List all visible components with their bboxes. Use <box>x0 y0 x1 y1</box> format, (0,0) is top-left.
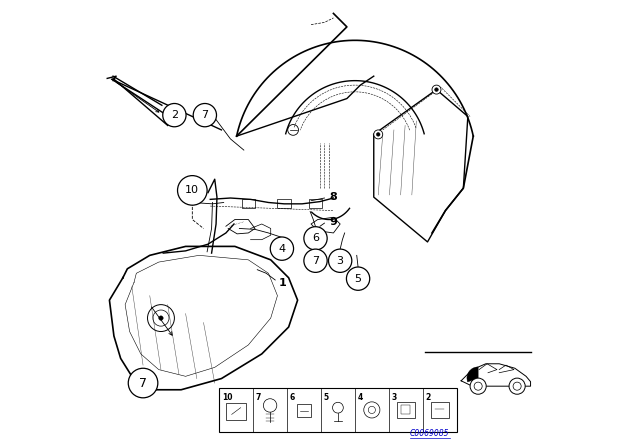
Text: 6: 6 <box>312 233 319 243</box>
Circle shape <box>376 133 380 136</box>
Text: 5: 5 <box>324 393 329 402</box>
Bar <box>278 199 291 208</box>
Bar <box>309 199 323 208</box>
Text: 7: 7 <box>139 376 147 390</box>
Text: 3: 3 <box>392 393 397 402</box>
Circle shape <box>328 249 352 272</box>
Text: 2: 2 <box>171 110 178 120</box>
Bar <box>297 404 311 417</box>
Text: 10: 10 <box>186 185 199 195</box>
Text: 8: 8 <box>329 192 337 202</box>
Text: 3: 3 <box>337 256 344 266</box>
Circle shape <box>470 378 486 394</box>
Text: 9: 9 <box>329 217 337 227</box>
Text: 10: 10 <box>222 393 232 402</box>
Text: 4: 4 <box>358 393 363 402</box>
Circle shape <box>270 237 294 260</box>
Text: 7: 7 <box>202 110 209 120</box>
Circle shape <box>435 88 438 91</box>
Circle shape <box>193 103 216 127</box>
Text: C0069085: C0069085 <box>410 429 449 438</box>
Text: 5: 5 <box>355 274 362 284</box>
Text: 7: 7 <box>312 256 319 266</box>
Circle shape <box>509 378 525 394</box>
Text: 6: 6 <box>290 393 295 402</box>
Bar <box>220 388 457 432</box>
Circle shape <box>128 368 158 398</box>
Circle shape <box>159 316 163 320</box>
Text: 1: 1 <box>279 278 287 288</box>
Bar <box>401 405 410 414</box>
Bar <box>397 402 415 418</box>
Circle shape <box>177 176 207 205</box>
Circle shape <box>346 267 370 290</box>
Text: 7: 7 <box>256 393 261 402</box>
Circle shape <box>432 85 441 94</box>
Circle shape <box>304 249 327 272</box>
Text: 2: 2 <box>426 393 431 402</box>
Text: 4: 4 <box>278 244 285 254</box>
Bar <box>227 403 246 420</box>
Polygon shape <box>461 364 531 386</box>
Wedge shape <box>467 367 478 382</box>
Circle shape <box>374 130 383 139</box>
Circle shape <box>304 227 327 250</box>
Circle shape <box>163 103 186 127</box>
Bar <box>242 199 255 208</box>
